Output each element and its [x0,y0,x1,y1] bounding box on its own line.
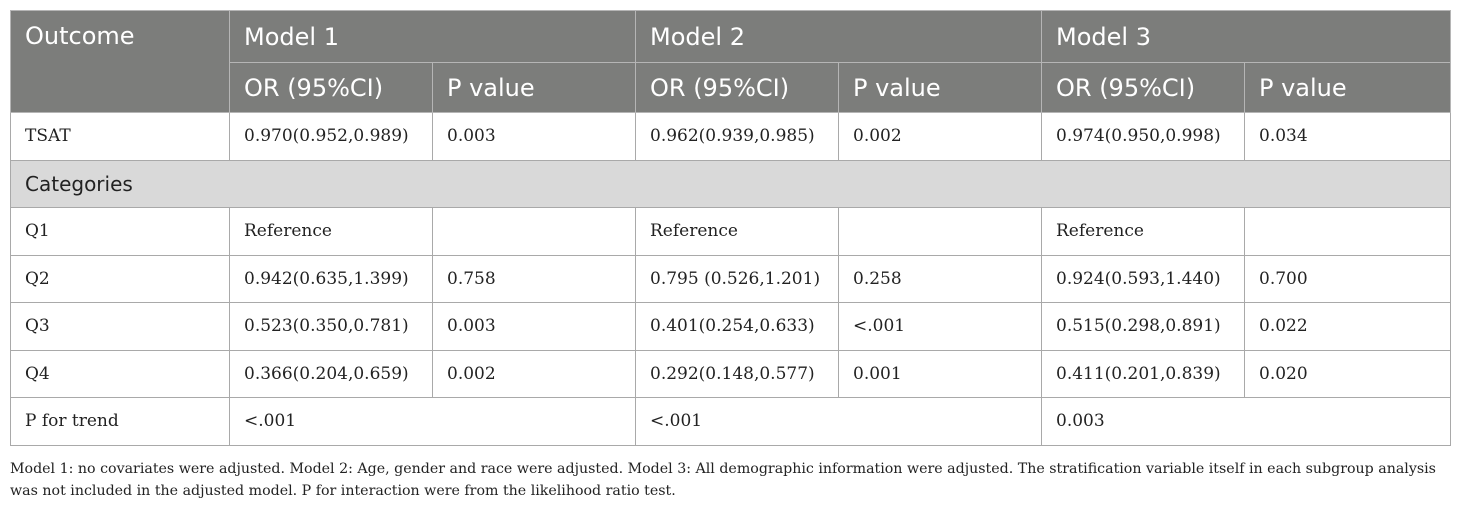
table-cell: 0.523(0.350,0.781) [229,302,433,351]
table-cell: <.001 [838,302,1042,351]
table-cell: 0.003 [1041,397,1451,446]
table-cell: 0.001 [838,349,1042,398]
table-cell: 0.974(0.950,0.998) [1041,112,1245,161]
header-or-ci: OR (95%CI) [635,62,839,113]
table-cell: 0.020 [1244,349,1451,398]
header-model-1: Model 1 [229,10,636,63]
table-cell: Reference [229,207,433,256]
table-row-tsat: TSAT 0.970(0.952,0.989) 0.003 0.962(0.93… [10,112,1451,161]
row-label: Q1 [10,207,230,256]
table-row-q2: Q2 0.942(0.635,1.399) 0.758 0.795 (0.526… [10,254,1451,303]
table-cell: 0.002 [838,112,1042,161]
table-cell [432,207,636,256]
odds-ratio-table: Outcome Model 1 Model 2 Model 3 OR (95%C… [10,10,1451,446]
header-or-ci: OR (95%CI) [1041,62,1245,113]
table-cell: <.001 [229,397,636,446]
table-cell: 0.003 [432,302,636,351]
row-label: Q4 [10,349,230,398]
row-label: Q3 [10,302,230,351]
table-cell: Reference [1041,207,1245,256]
results-table-container: Outcome Model 1 Model 2 Model 3 OR (95%C… [10,10,1451,446]
table-cell: 0.795 (0.526,1.201) [635,254,839,303]
header-row-subcolumns: OR (95%CI) P value OR (95%CI) P value OR… [11,62,1451,113]
row-label: P for trend [10,397,230,446]
section-label: Categories [10,159,1451,208]
header-or-ci: OR (95%CI) [229,62,433,113]
table-row-p-for-trend: P for trend <.001 <.001 0.003 [10,397,1451,446]
table-cell: 0.515(0.298,0.891) [1041,302,1245,351]
header-model-2: Model 2 [635,10,1042,63]
table-cell: 0.962(0.939,0.985) [635,112,839,161]
header-outcome: Outcome [10,10,230,113]
table-cell: 0.002 [432,349,636,398]
row-label: Q2 [10,254,230,303]
table-cell: 0.292(0.148,0.577) [635,349,839,398]
table-cell [1244,207,1451,256]
row-label: TSAT [10,112,230,161]
header-p-value: P value [432,62,636,113]
table-cell: 0.022 [1244,302,1451,351]
table-row-q1: Q1 Reference Reference Reference [10,207,1451,256]
table-cell: 0.942(0.635,1.399) [229,254,433,303]
table-cell: 0.003 [432,112,636,161]
table-cell: <.001 [635,397,1042,446]
table-footnote: Model 1: no covariates were adjusted. Mo… [10,461,1436,499]
table-row-q4: Q4 0.366(0.204,0.659) 0.002 0.292(0.148,… [10,349,1451,398]
table-cell: 0.758 [432,254,636,303]
header-model-3: Model 3 [1041,10,1451,63]
header-p-value: P value [1244,62,1451,113]
header-p-value: P value [838,62,1042,113]
table-cell: 0.411(0.201,0.839) [1041,349,1245,398]
table-cell: 0.924(0.593,1.440) [1041,254,1245,303]
table-cell: 0.258 [838,254,1042,303]
table-cell: 0.970(0.952,0.989) [229,112,433,161]
header-row-models: Outcome Model 1 Model 2 Model 3 [10,10,1451,113]
table-cell: 0.401(0.254,0.633) [635,302,839,351]
section-row-categories: Categories [10,159,1451,208]
table-cell: 0.700 [1244,254,1451,303]
table-cell: 0.034 [1244,112,1451,161]
table-cell: Reference [635,207,839,256]
table-row-q3: Q3 0.523(0.350,0.781) 0.003 0.401(0.254,… [10,302,1451,351]
table-cell [838,207,1042,256]
table-cell: 0.366(0.204,0.659) [229,349,433,398]
